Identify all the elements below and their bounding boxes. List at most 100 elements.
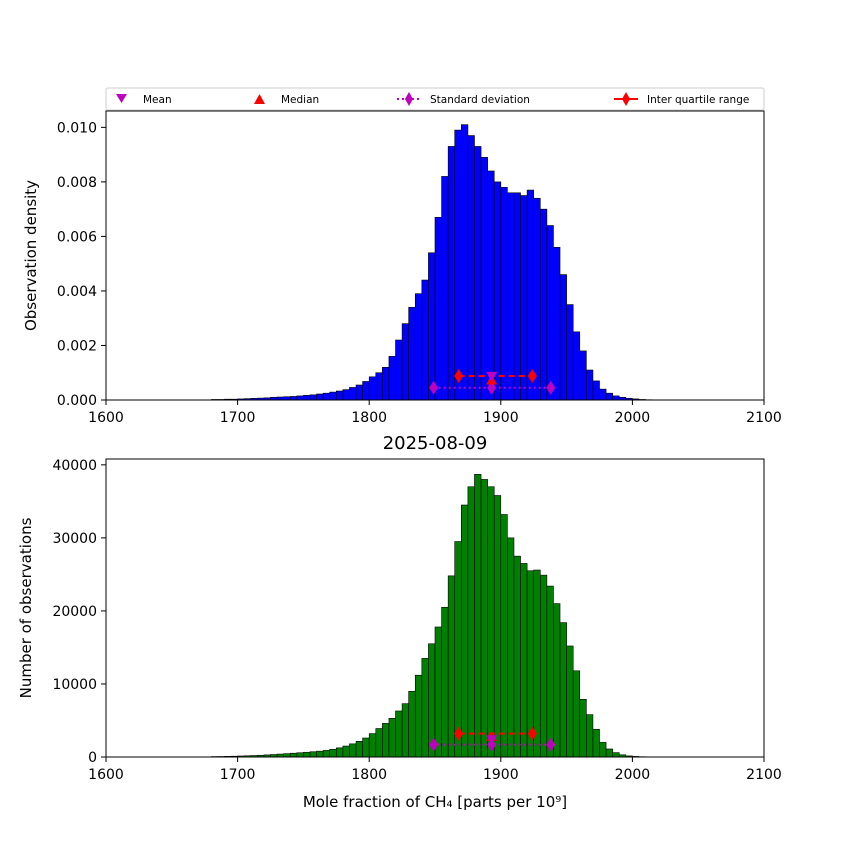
density-bar	[408, 307, 416, 401]
count-bar	[599, 742, 607, 758]
density-x-tick-label: 1700	[220, 410, 256, 426]
density-bar	[303, 395, 311, 401]
density-bar	[395, 339, 403, 401]
count-y-tick-label: 0	[88, 750, 97, 766]
density-y-tick-label: 0.010	[57, 120, 97, 136]
density-bar	[480, 157, 488, 401]
count-y-tick-label: 20000	[52, 604, 97, 620]
median-marker-icon	[254, 94, 265, 104]
legend-frame	[105, 87, 765, 111]
count-plot-frame	[105, 458, 765, 758]
count-bar	[566, 645, 574, 758]
density-bar	[349, 387, 357, 401]
legend-item-mean: Mean	[116, 94, 172, 106]
density-bar	[513, 192, 521, 401]
density-bar	[553, 247, 561, 401]
count-bar	[335, 747, 344, 758]
density-bar	[507, 192, 515, 401]
density-bar	[539, 208, 548, 401]
count-bar	[559, 622, 567, 758]
count-x-tick-label: 1600	[88, 767, 124, 783]
density-y-tick-label: 0.002	[57, 338, 97, 354]
density-bar	[572, 331, 581, 401]
count-x-tick-label: 1700	[220, 767, 256, 783]
count-bar	[441, 606, 449, 758]
count-bar	[454, 541, 462, 758]
count-bar	[500, 514, 508, 758]
density-bar	[434, 217, 442, 401]
count-y-tick-label: 30000	[52, 531, 97, 547]
density-y-tick-label: 0.004	[57, 284, 97, 300]
density-x-tick-label: 2000	[615, 410, 651, 426]
density-bar	[487, 170, 495, 401]
count-x-tick-label: 1800	[351, 767, 387, 783]
density-bar	[421, 279, 429, 401]
density-y-axis-label: Observation density	[22, 180, 40, 331]
density-bar	[428, 252, 436, 401]
mean-marker	[486, 371, 498, 382]
count-bar	[520, 563, 528, 758]
count-x-axis-label: Mole fraction of CH₄ [parts per 10⁹]	[303, 793, 567, 811]
mean-marker	[486, 735, 498, 746]
density-bars	[210, 124, 653, 401]
density-bar	[316, 393, 324, 401]
count-x-tick-label: 2000	[615, 767, 651, 783]
density-bar	[493, 181, 502, 401]
density-bar	[368, 376, 377, 401]
count-bar	[586, 714, 594, 758]
count-bar	[355, 740, 363, 758]
legend-label-std: Standard deviation	[430, 94, 530, 106]
count-bar	[487, 486, 495, 758]
count-chart-title: 2025-08-09	[383, 433, 488, 454]
legend-item-median: Median	[254, 94, 319, 106]
density-bar	[612, 395, 620, 401]
iqr-upper-marker	[527, 369, 537, 384]
density-histogram: 1600 1700 1800 1900 2000 2100 0.000 0.002 0.004 0…	[22, 110, 782, 426]
density-bar	[605, 392, 613, 401]
density-x-tick-label: 2100	[746, 410, 782, 426]
count-bar	[289, 752, 298, 758]
density-bar	[335, 390, 344, 401]
count-bar	[414, 674, 423, 758]
count-bar	[368, 733, 377, 758]
mean-marker-icon	[116, 94, 127, 103]
density-bar	[467, 135, 475, 401]
count-bar	[539, 574, 548, 758]
density-bar	[526, 189, 534, 401]
iqr-lower-marker	[454, 726, 464, 741]
density-bar	[382, 366, 390, 401]
count-bar	[395, 710, 403, 758]
legend-label-median: Median	[281, 94, 319, 106]
iqr-upper-marker	[527, 726, 537, 741]
count-bar	[388, 717, 396, 758]
count-ticks: 1600 1700 1800 1900 2000 2100 0 10000 20000 30000…	[52, 458, 781, 783]
count-bar	[283, 753, 291, 758]
std-diamond-icon	[405, 92, 413, 106]
density-bar	[474, 146, 482, 401]
density-bar	[355, 384, 363, 401]
count-stat-markers	[429, 726, 556, 752]
std-upper-marker	[546, 737, 556, 752]
count-bar	[322, 750, 331, 758]
count-bar	[375, 728, 383, 758]
density-bar	[586, 369, 594, 401]
count-bar	[434, 626, 442, 758]
count-bar	[553, 603, 561, 758]
count-bar	[493, 495, 502, 758]
count-bars	[210, 474, 653, 758]
count-x-tick-label: 2100	[746, 767, 782, 783]
density-bar	[329, 391, 337, 401]
density-bar	[533, 197, 541, 401]
count-bar	[579, 698, 587, 758]
density-x-tick-label: 1600	[88, 410, 124, 426]
count-bar	[592, 728, 600, 758]
legend: Mean Median Standard deviation Inter qua…	[105, 87, 765, 111]
density-bar	[414, 293, 423, 401]
count-bar	[382, 723, 390, 758]
density-bar	[342, 389, 350, 401]
density-bar	[592, 380, 600, 401]
density-bar	[388, 356, 396, 401]
std-lower-marker	[429, 737, 439, 752]
iqr-lower-marker	[454, 369, 464, 384]
